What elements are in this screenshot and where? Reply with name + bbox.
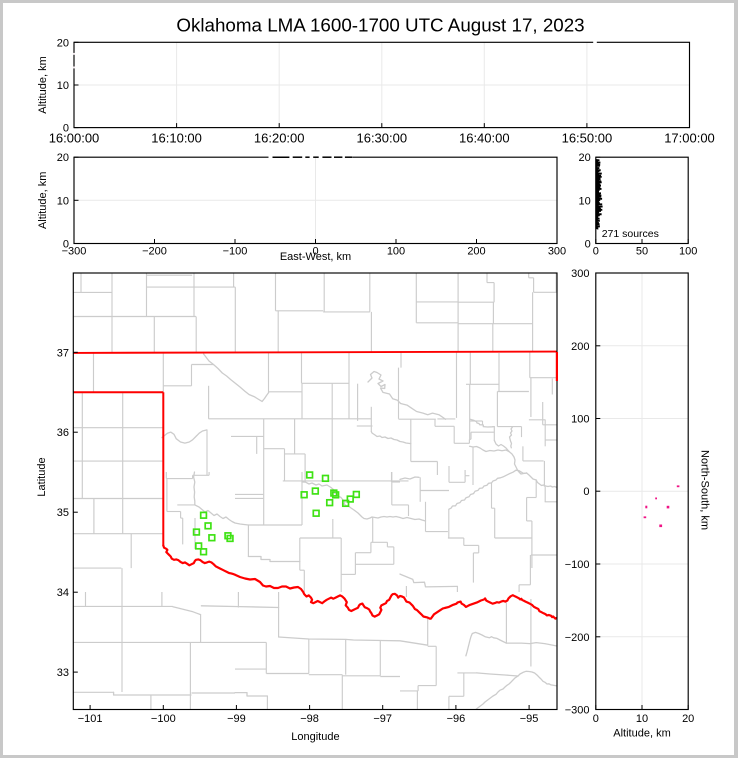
svg-text:Altitude, km: Altitude, km (613, 728, 670, 740)
svg-text:0: 0 (593, 713, 599, 725)
svg-text:20: 20 (57, 152, 69, 164)
svg-text:0: 0 (593, 246, 599, 258)
svg-text:33: 33 (57, 667, 69, 679)
svg-text:−100: −100 (151, 713, 176, 725)
svg-text:10: 10 (636, 713, 648, 725)
svg-text:−98: −98 (300, 713, 319, 725)
svg-text:Oklahoma LMA 1600-1700 UTC Aug: Oklahoma LMA 1600-1700 UTC August 17, 20… (176, 15, 584, 36)
svg-text:0: 0 (585, 239, 591, 251)
svg-text:East-West, km: East-West, km (280, 251, 351, 263)
svg-text:0: 0 (583, 486, 589, 498)
svg-text:271 sources: 271 sources (602, 228, 659, 240)
svg-text:300: 300 (571, 268, 589, 280)
svg-text:10: 10 (57, 195, 69, 207)
svg-text:16:00:00: 16:00:00 (49, 131, 100, 146)
svg-text:100: 100 (387, 246, 405, 258)
svg-text:20: 20 (682, 713, 694, 725)
svg-text:Latitude: Latitude (36, 457, 48, 496)
svg-text:50: 50 (636, 246, 648, 258)
svg-text:20: 20 (57, 37, 69, 49)
svg-text:−300: −300 (565, 705, 590, 717)
svg-text:−200: −200 (565, 632, 590, 644)
svg-text:0: 0 (63, 123, 69, 135)
svg-text:200: 200 (467, 246, 485, 258)
svg-text:20: 20 (579, 152, 591, 164)
svg-text:0: 0 (312, 246, 318, 258)
svg-text:16:30:00: 16:30:00 (356, 131, 407, 146)
svg-text:Altitude, km: Altitude, km (37, 172, 49, 229)
svg-text:−96: −96 (447, 713, 466, 725)
svg-text:Altitude, km: Altitude, km (37, 56, 49, 113)
svg-text:−300: −300 (62, 246, 87, 258)
svg-text:−100: −100 (565, 559, 590, 571)
svg-text:10: 10 (57, 80, 69, 92)
svg-text:16:10:00: 16:10:00 (151, 131, 202, 146)
svg-text:200: 200 (571, 341, 589, 353)
svg-text:100: 100 (571, 414, 589, 426)
svg-text:37: 37 (57, 347, 69, 359)
svg-text:36: 36 (57, 427, 69, 439)
svg-text:−99: −99 (227, 713, 246, 725)
svg-text:16:20:00: 16:20:00 (254, 131, 305, 146)
svg-text:10: 10 (579, 195, 591, 207)
svg-text:17:00:00: 17:00:00 (664, 131, 715, 146)
svg-text:34: 34 (57, 587, 69, 599)
svg-text:−200: −200 (142, 246, 167, 258)
svg-text:16:40:00: 16:40:00 (459, 131, 510, 146)
svg-text:16:50:00: 16:50:00 (562, 131, 613, 146)
svg-text:−101: −101 (78, 713, 103, 725)
svg-text:−97: −97 (373, 713, 392, 725)
svg-text:0: 0 (63, 239, 69, 251)
svg-text:100: 100 (679, 246, 697, 258)
svg-text:35: 35 (57, 507, 69, 519)
svg-text:300: 300 (548, 246, 566, 258)
svg-text:North-South, km: North-South, km (699, 450, 711, 530)
svg-text:Longitude: Longitude (291, 731, 339, 743)
svg-text:−95: −95 (520, 713, 539, 725)
svg-text:−100: −100 (223, 246, 248, 258)
